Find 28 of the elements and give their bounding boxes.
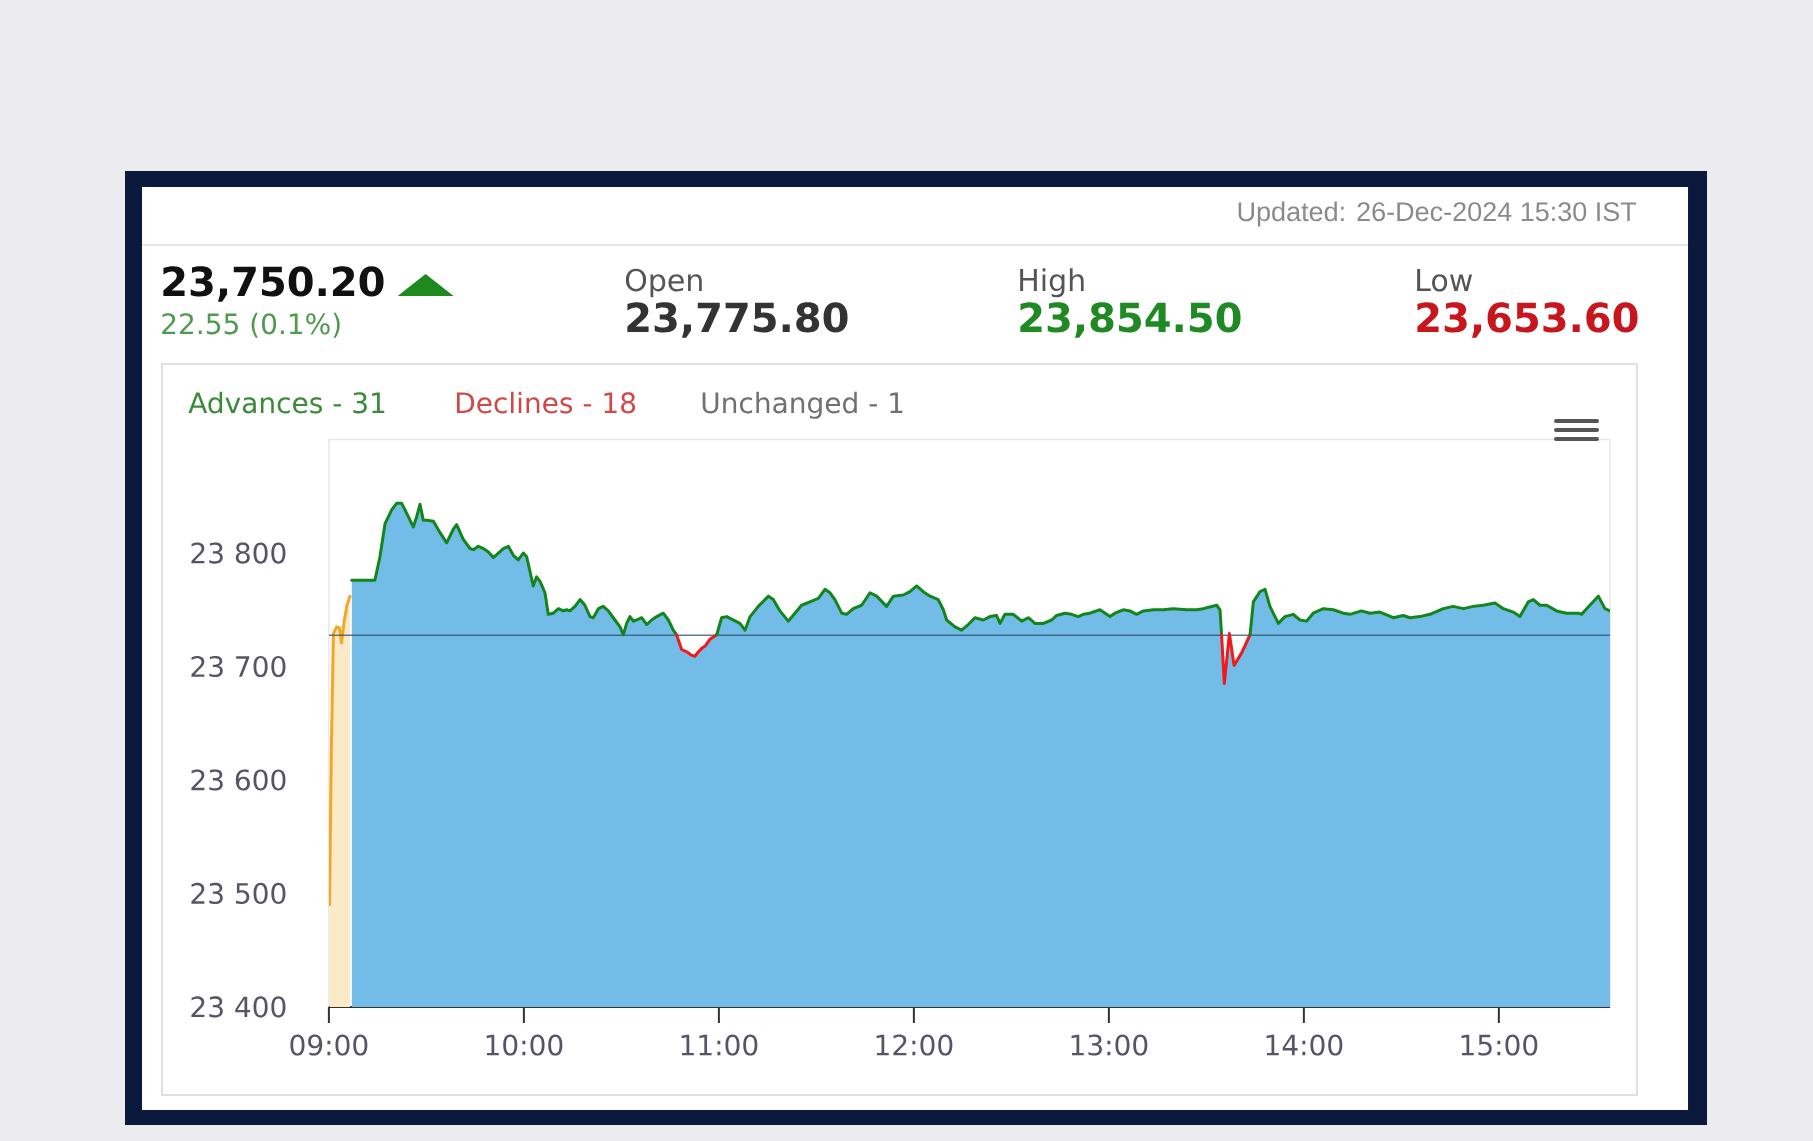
line-series — [350, 501, 679, 637]
x-tick-label: 10:00 — [486, 1034, 563, 1056]
text: Low — [1417, 269, 1473, 292]
x-tick-label: 14:00 — [1266, 1034, 1343, 1056]
line-series — [1248, 587, 1610, 637]
y-tick-label: 23 500 — [191, 882, 286, 905]
text: Unchanged - 1 — [702, 391, 903, 419]
y-tick-label: 23 400 — [191, 996, 286, 1018]
text: 23,854.50 — [1020, 302, 1241, 338]
y-tick-label: 23 800 — [191, 542, 286, 564]
text: Updated: 26-Dec-2024 15:30 IST — [1238, 201, 1637, 227]
x-tick-label: 13:00 — [1071, 1034, 1148, 1056]
text: Open — [625, 268, 702, 298]
line-series — [1220, 632, 1252, 686]
x-tick-label: 11:00 — [681, 1034, 758, 1056]
text: 23,750.20 — [163, 266, 384, 302]
line-series — [675, 633, 719, 658]
text: Declines - 18 — [456, 391, 636, 414]
y-tick-label: 23 600 — [191, 769, 286, 791]
x-tick-label: 09:00 — [290, 1034, 368, 1056]
text: Advances - 31 — [188, 391, 385, 414]
x-tick-label: 12:00 — [876, 1034, 953, 1056]
y-tick-label: 23 700 — [191, 655, 286, 678]
x-tick-label: 15:00 — [1461, 1034, 1538, 1056]
text: 22.55 (0.1%) — [162, 312, 340, 338]
text: 23,653.60 — [1417, 302, 1638, 338]
text: High — [1020, 268, 1084, 298]
text: 23,775.80 — [627, 302, 848, 338]
